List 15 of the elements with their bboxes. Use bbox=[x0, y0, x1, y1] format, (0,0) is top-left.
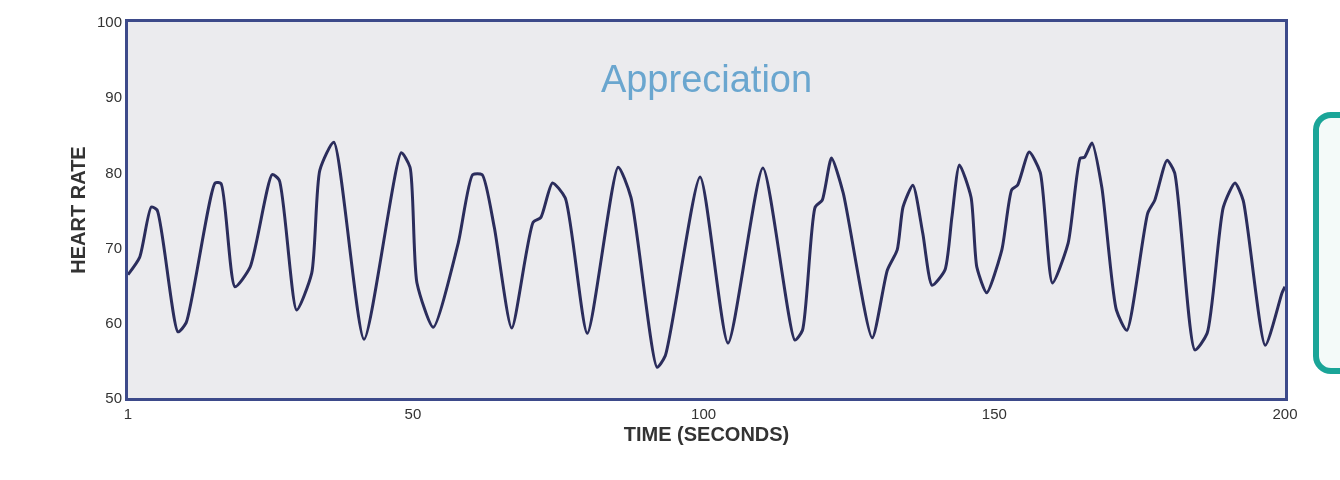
y-tick-label: 100 bbox=[96, 13, 122, 31]
x-tick-label: 50 bbox=[404, 405, 422, 422]
x-tick-label: 200 bbox=[1272, 405, 1298, 422]
x-axis-title: TIME (SECONDS) bbox=[623, 422, 790, 445]
y-tick-label: 50 bbox=[105, 389, 122, 407]
y-axis-title: HEART RATE bbox=[67, 146, 90, 274]
line-series bbox=[128, 140, 1285, 369]
x-tick-label: 1 bbox=[123, 405, 133, 422]
y-tick-label: 90 bbox=[105, 88, 122, 106]
text: Appreciation bbox=[600, 57, 813, 100]
y-tick-label: 80 bbox=[105, 163, 122, 181]
x-tick-label: 150 bbox=[981, 405, 1007, 422]
x-tick-label: 100 bbox=[691, 405, 717, 422]
y-tick-label: 70 bbox=[105, 238, 122, 256]
y-tick-label: 60 bbox=[105, 314, 122, 332]
